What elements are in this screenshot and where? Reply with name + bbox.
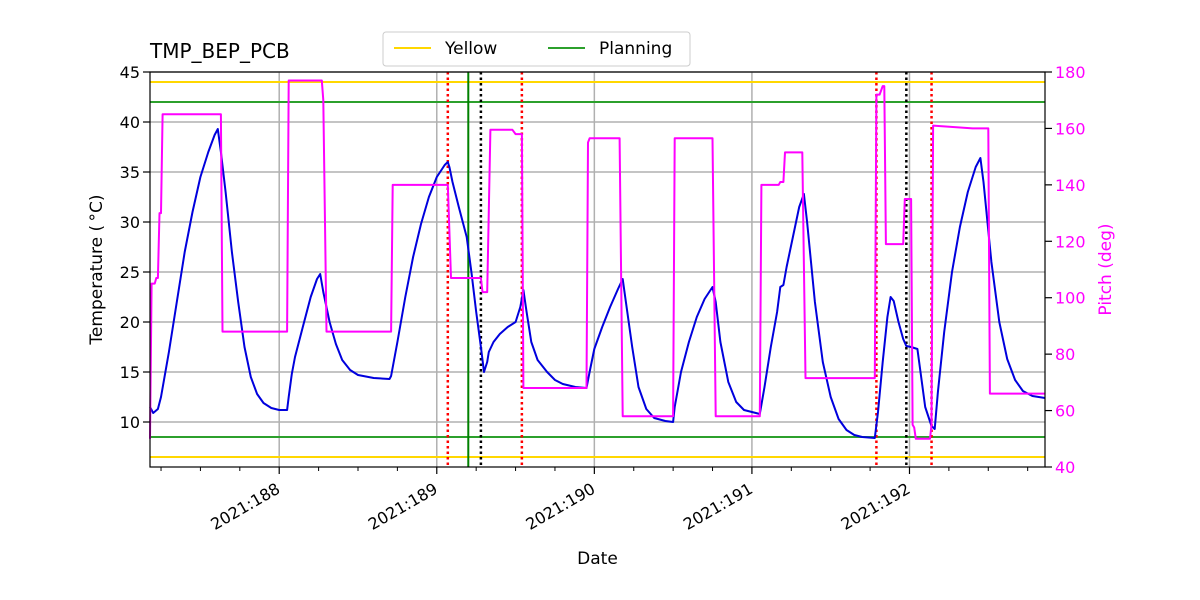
y-left-tick-label: 20 [120,313,140,332]
y-right-tick-label: 160 [1055,119,1086,138]
y-left-tick-label: 45 [120,63,140,82]
y-right-tick-label: 100 [1055,289,1086,308]
x-axis-title: Date [577,549,618,569]
y-left-tick-label: 15 [120,363,140,382]
x-tick-label: 2021:191 [680,479,756,534]
y-left-tick-label: 10 [120,413,140,432]
y-right-tick-label: 40 [1055,458,1075,477]
y-left-tick-label: 35 [120,163,140,182]
legend: Yellow Planning [382,31,691,67]
series-layer [149,79,1046,440]
y-left-tick-label: 30 [120,213,140,232]
tick-layer: 2021:188 2021:189 2021:190 2021:191 2021:192… [120,63,1086,534]
threshold-lines [150,81,1045,458]
x-tick-label: 2021:192 [838,479,914,534]
event-markers [446,72,933,467]
y-axis-left-title: Temperature ( °C) [87,194,107,345]
x-tick-label: 2021:189 [365,479,441,534]
temperature-series-line [149,128,1046,439]
x-tick-label: 2021:188 [207,479,283,534]
y-right-tick-label: 60 [1055,402,1075,421]
x-tick-label: 2021:190 [522,479,598,534]
legend-label-yellow: Yellow [444,39,497,59]
y-right-tick-label: 140 [1055,176,1086,195]
legend-box [382,31,691,67]
y-left-tick-label: 25 [120,263,140,282]
y-left-tick-label: 40 [120,113,140,132]
y-right-tick-label: 180 [1055,63,1086,82]
pitch-series-line [149,79,1045,440]
plot-frame [149,71,1046,468]
y-axis-right-title: Pitch (deg) [1096,223,1116,315]
y-right-tick-label: 80 [1055,345,1075,364]
legend-label-planning: Planning [599,39,672,59]
y-right-tick-label: 120 [1055,232,1086,251]
chart-title: TMP_BEP_PCB [149,39,290,63]
